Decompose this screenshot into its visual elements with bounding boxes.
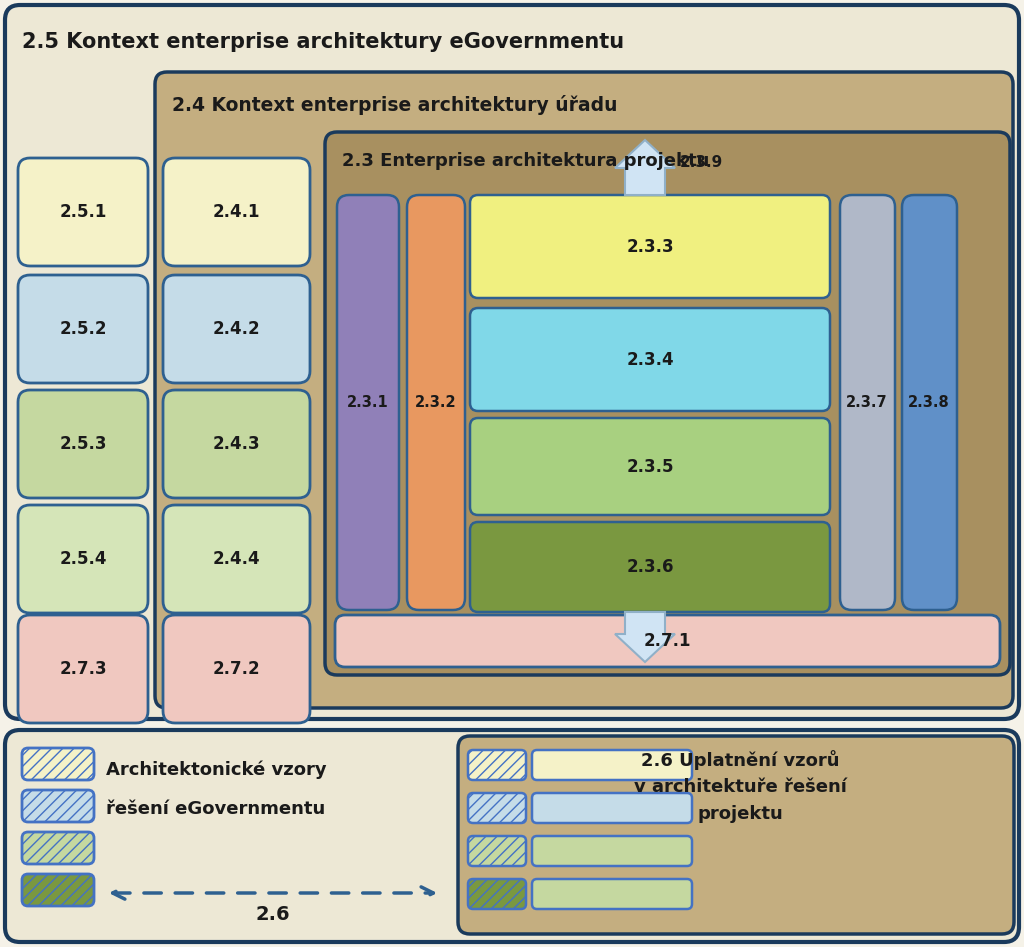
FancyBboxPatch shape (18, 275, 148, 383)
FancyBboxPatch shape (468, 793, 526, 823)
Text: 2.6: 2.6 (256, 905, 291, 924)
Text: 2.5.4: 2.5.4 (59, 550, 106, 568)
Text: Architektonické vzory: Architektonické vzory (106, 760, 327, 778)
Text: 2.4.2: 2.4.2 (212, 320, 260, 338)
FancyArrow shape (615, 612, 675, 662)
FancyBboxPatch shape (18, 505, 148, 613)
Text: 2.3.8: 2.3.8 (908, 395, 950, 410)
Text: 2.5 Kontext enterprise architektury eGovernmentu: 2.5 Kontext enterprise architektury eGov… (22, 32, 624, 52)
FancyBboxPatch shape (18, 390, 148, 498)
FancyBboxPatch shape (325, 132, 1010, 675)
FancyBboxPatch shape (532, 836, 692, 866)
Text: 2.3.6: 2.3.6 (627, 558, 674, 576)
Text: 2.6 Uplatnění vzorů
v architektuře řešení
projektu: 2.6 Uplatnění vzorů v architektuře řešen… (634, 750, 847, 823)
Text: 2.3.2: 2.3.2 (415, 395, 457, 410)
FancyBboxPatch shape (470, 522, 830, 612)
Text: 2.5.3: 2.5.3 (59, 435, 106, 453)
FancyBboxPatch shape (407, 195, 465, 610)
FancyBboxPatch shape (337, 195, 399, 610)
Text: 2.4 Kontext enterprise architektury úřadu: 2.4 Kontext enterprise architektury úřad… (172, 95, 617, 115)
FancyBboxPatch shape (470, 418, 830, 515)
FancyArrow shape (615, 140, 675, 195)
FancyBboxPatch shape (470, 195, 830, 298)
Text: 2.3.1: 2.3.1 (347, 395, 389, 410)
Text: 2.3.7: 2.3.7 (846, 395, 888, 410)
Text: 2.7.2: 2.7.2 (212, 660, 260, 678)
FancyBboxPatch shape (902, 195, 957, 610)
FancyBboxPatch shape (163, 390, 310, 498)
FancyBboxPatch shape (468, 750, 526, 780)
FancyBboxPatch shape (163, 615, 310, 723)
FancyBboxPatch shape (163, 505, 310, 613)
FancyBboxPatch shape (22, 832, 94, 864)
Text: 2.3.3: 2.3.3 (627, 238, 674, 256)
Text: 2.3.5: 2.3.5 (627, 457, 674, 475)
FancyBboxPatch shape (532, 879, 692, 909)
Text: 2.4.3: 2.4.3 (212, 435, 260, 453)
Text: 2.3 Enterprise architektura projektu: 2.3 Enterprise architektura projektu (342, 152, 710, 170)
FancyBboxPatch shape (458, 736, 1014, 934)
FancyBboxPatch shape (468, 879, 526, 909)
FancyBboxPatch shape (163, 275, 310, 383)
FancyBboxPatch shape (22, 874, 94, 906)
Text: 2.3.4: 2.3.4 (627, 350, 674, 368)
FancyBboxPatch shape (532, 793, 692, 823)
Text: 2.4.4: 2.4.4 (212, 550, 260, 568)
FancyBboxPatch shape (5, 730, 1019, 942)
FancyBboxPatch shape (5, 5, 1019, 719)
Text: 2.5.2: 2.5.2 (59, 320, 106, 338)
FancyBboxPatch shape (468, 836, 526, 866)
FancyBboxPatch shape (155, 72, 1013, 708)
FancyBboxPatch shape (470, 308, 830, 411)
FancyBboxPatch shape (335, 615, 1000, 667)
FancyBboxPatch shape (532, 750, 692, 780)
Text: řešení eGovernmentu: řešení eGovernmentu (106, 800, 326, 818)
Text: 2.3.9: 2.3.9 (680, 154, 723, 170)
Text: 2.4.1: 2.4.1 (212, 203, 260, 221)
FancyBboxPatch shape (840, 195, 895, 610)
Text: 2.7.1: 2.7.1 (643, 632, 691, 650)
FancyBboxPatch shape (22, 790, 94, 822)
Text: 2.7.3: 2.7.3 (59, 660, 106, 678)
FancyBboxPatch shape (18, 158, 148, 266)
FancyBboxPatch shape (22, 748, 94, 780)
Text: 2.5.1: 2.5.1 (59, 203, 106, 221)
FancyBboxPatch shape (18, 615, 148, 723)
FancyBboxPatch shape (163, 158, 310, 266)
